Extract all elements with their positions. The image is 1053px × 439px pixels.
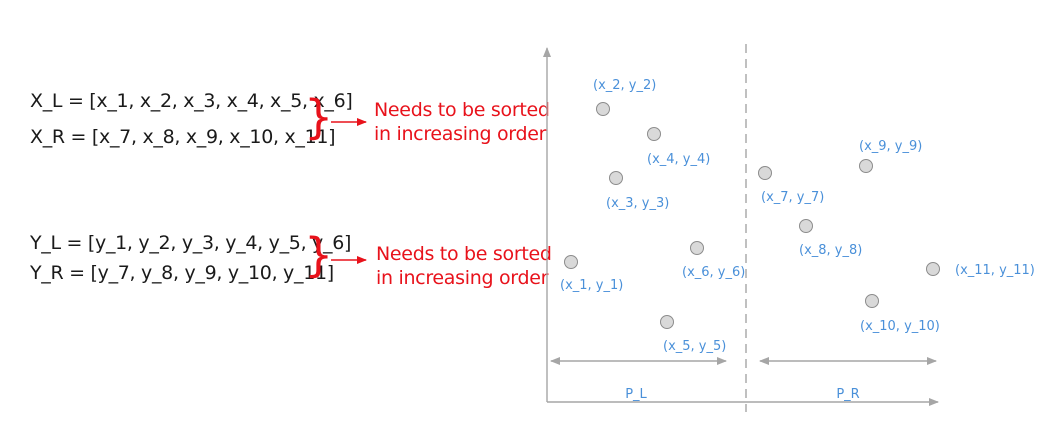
partition-left-label: P_L (625, 387, 647, 402)
y-right-equation: Y_R = [y_7, y_8, y_9, y_10, y_11] (30, 262, 334, 284)
y-sort-note-line1: Needs to be sorted (376, 243, 552, 265)
point-8: (x_8, y_8) (799, 219, 862, 258)
point-11: (x_11, y_11) (926, 262, 1035, 278)
point-4-marker (647, 127, 661, 141)
x-sort-note: Needs to be sorted in increasing order (374, 98, 550, 146)
point-2: (x_2, y_2) (593, 78, 656, 116)
point-5: (x_5, y_5) (660, 315, 726, 354)
point-6-label: (x_6, y_6) (682, 265, 745, 280)
point-1-marker (564, 255, 578, 269)
y-brace: } (304, 228, 334, 282)
x-right-equation: X_R = [x_7, x_8, x_9, x_10, x_11] (30, 126, 336, 148)
point-6: (x_6, y_6) (682, 241, 745, 280)
x-brace: } (304, 90, 334, 144)
point-4-label: (x_4, y_4) (647, 152, 710, 167)
point-1-label: (x_1, y_1) (560, 278, 623, 293)
point-6-marker (690, 241, 704, 255)
point-5-marker (660, 315, 674, 329)
point-4: (x_4, y_4) (647, 127, 710, 167)
point-3-label: (x_3, y_3) (606, 196, 669, 211)
point-9: (x_9, y_9) (859, 139, 922, 173)
point-11-marker (926, 262, 940, 276)
point-7-marker (758, 166, 772, 180)
point-8-marker (799, 219, 813, 233)
point-9-marker (859, 159, 873, 173)
point-8-label: (x_8, y_8) (799, 243, 862, 258)
x-left-equation: X_L = [x_1, x_2, x_3, x_4, x_5, x_6] (30, 90, 353, 112)
point-2-marker (596, 102, 610, 116)
point-3-marker (609, 171, 623, 185)
y-sort-note-line2: in increasing order (376, 267, 549, 289)
point-1: (x_1, y_1) (560, 255, 623, 293)
x-sort-note-line2: in increasing order (374, 123, 547, 145)
point-10-label: (x_10, y_10) (860, 319, 940, 334)
point-10: (x_10, y_10) (860, 294, 940, 334)
point-5-label: (x_5, y_5) (663, 339, 726, 354)
point-3: (x_3, y_3) (606, 171, 669, 211)
point-7: (x_7, y_7) (758, 166, 824, 205)
point-2-label: (x_2, y_2) (593, 78, 656, 93)
point-9-label: (x_9, y_9) (859, 139, 922, 154)
point-7-label: (x_7, y_7) (761, 190, 824, 205)
y-left-equation: Y_L = [y_1, y_2, y_3, y_4, y_5, y_6] (30, 232, 352, 254)
point-10-marker (865, 294, 879, 308)
y-sort-note: Needs to be sorted in increasing order (376, 242, 552, 290)
point-11-label: (x_11, y_11) (955, 263, 1035, 278)
x-sort-note-line1: Needs to be sorted (374, 99, 550, 121)
partition-right-label: P_R (836, 387, 859, 402)
